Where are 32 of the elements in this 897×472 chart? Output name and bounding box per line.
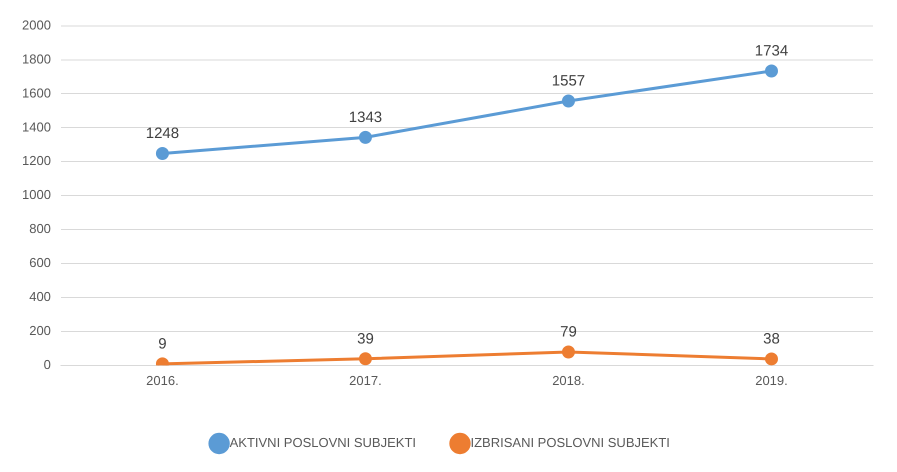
- y-tick-label: 200: [29, 323, 51, 338]
- data-label: 9: [158, 336, 167, 353]
- y-tick-label: 600: [29, 255, 51, 270]
- data-label: 38: [763, 330, 780, 348]
- point: [156, 146, 169, 160]
- point: [358, 130, 372, 144]
- y-tick-label: 400: [29, 289, 51, 304]
- legend-label: AKTIVNI POSLOVNI SUBJEKTI: [230, 435, 416, 450]
- data-label: 1734: [754, 42, 788, 60]
- x-tick-label: 2018.: [552, 372, 585, 388]
- data-label: 39: [357, 330, 374, 348]
- y-tick-label: 1000: [22, 187, 51, 202]
- x-tick-label: 2016.: [146, 372, 179, 388]
- y-tick-label: 2000: [22, 17, 51, 32]
- x-tick-label: 2017.: [349, 372, 382, 388]
- y-tick-label: 1200: [22, 153, 51, 168]
- data-label: 1343: [348, 109, 382, 126]
- y-tick-label: 800: [29, 221, 51, 236]
- y-tick-label: 1600: [22, 85, 51, 100]
- point: [562, 345, 575, 358]
- legend-label: IZBRISANI POSLOVNI SUBJEKTI: [470, 435, 670, 450]
- point: [764, 352, 778, 366]
- data-label: 1248: [146, 125, 180, 142]
- data-label: 1557: [552, 72, 586, 90]
- y-tick-label: 1800: [22, 51, 51, 66]
- y-tick-label: 1400: [22, 119, 51, 134]
- point: [562, 94, 575, 108]
- point: [764, 64, 778, 78]
- y-tick-label: 0: [44, 356, 51, 372]
- point: [358, 352, 372, 366]
- data-label: 79: [560, 324, 577, 341]
- x-tick-label: 2019.: [755, 372, 788, 388]
